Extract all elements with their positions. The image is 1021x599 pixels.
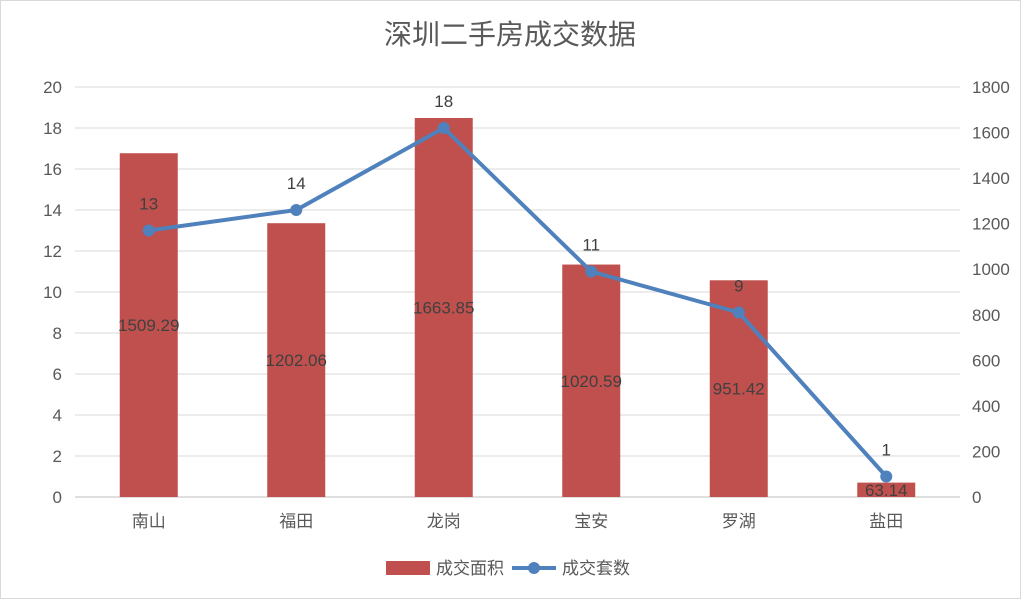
bar (414, 118, 473, 497)
left-tick-label: 18 (43, 119, 62, 138)
category-label: 龙岗 (427, 512, 461, 532)
bar-data-label: 63.14 (865, 481, 908, 500)
bar-data-label: 1509.29 (118, 316, 179, 335)
bar (119, 153, 178, 497)
left-tick-label: 12 (43, 242, 62, 261)
right-tick-label: 1200 (972, 215, 1010, 234)
category-label: 福田 (279, 512, 313, 532)
right-tick-label: 1600 (972, 124, 1010, 143)
legend-swatch-bar (386, 561, 430, 575)
chart-title: 深圳二手房成交数据 (384, 18, 636, 51)
line-marker (290, 204, 303, 216)
right-tick-label: 200 (972, 442, 1000, 461)
category-label: 盐田 (869, 512, 903, 532)
left-tick-label: 14 (43, 201, 62, 220)
line-data-label: 1 (882, 441, 891, 460)
left-tick-label: 2 (53, 447, 62, 466)
line-marker (880, 470, 893, 483)
left-tick-label: 8 (53, 324, 62, 343)
right-axis: 0 200 400 600 800 1000 1200 1400 1600 1800 (972, 78, 1010, 507)
left-axis: 0 2 4 6 8 10 12 14 16 18 20 (43, 78, 62, 507)
legend: 成交面积 成交套数 (386, 559, 630, 579)
gridlines (75, 86, 960, 498)
bar-data-label: 1020.59 (561, 372, 622, 391)
bar-data-label: 1202.06 (266, 351, 327, 370)
line-marker (142, 224, 155, 237)
legend-label: 成交套数 (562, 559, 630, 579)
left-tick-label: 16 (43, 160, 62, 179)
right-tick-label: 0 (972, 488, 981, 507)
bar (267, 223, 326, 497)
bar-data-label: 1663.85 (413, 299, 474, 318)
legend-label: 成交面积 (436, 559, 504, 579)
category-axis: 南山 福田 龙岗 宝安 罗湖 盐田 (132, 512, 904, 532)
line-data-label: 9 (734, 277, 743, 296)
category-label: 罗湖 (722, 512, 756, 532)
line-data-label: 14 (287, 174, 306, 193)
line-data-label: 11 (582, 236, 600, 255)
line-marker (732, 306, 745, 319)
left-tick-label: 20 (43, 78, 62, 97)
line-series: 13 14 18 11 9 1 (139, 92, 893, 483)
right-tick-label: 1400 (972, 169, 1010, 188)
bar-data-label: 951.42 (713, 380, 765, 399)
legend-swatch-marker (528, 562, 540, 574)
bar (562, 264, 621, 497)
right-tick-label: 600 (972, 351, 1000, 370)
left-tick-label: 10 (43, 283, 62, 302)
right-tick-label: 400 (972, 397, 1000, 416)
right-tick-label: 1000 (972, 260, 1010, 279)
line-data-label: 18 (434, 92, 453, 111)
line-marker (437, 122, 450, 134)
bar-series: 1509.29 1202.06 1663.85 1020.59 951.42 63.14 (118, 118, 916, 500)
right-tick-label: 1800 (972, 78, 1010, 97)
left-tick-label: 6 (53, 365, 62, 384)
category-label: 南山 (132, 512, 166, 532)
category-label: 宝安 (574, 512, 608, 532)
left-tick-label: 4 (53, 406, 62, 425)
line-marker (585, 265, 598, 278)
left-tick-label: 0 (53, 488, 62, 507)
right-tick-label: 800 (972, 306, 1000, 325)
bar (857, 482, 916, 497)
series-line (148, 126, 888, 478)
line-data-label: 13 (139, 195, 158, 214)
